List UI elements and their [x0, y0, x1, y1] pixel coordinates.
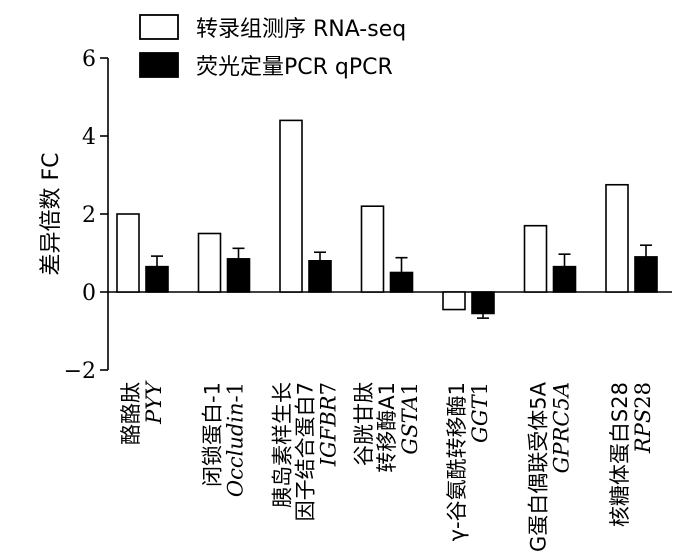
x-category-label: 胰岛素样生长 [271, 382, 295, 508]
legend-label-rnaseq: 转录组测序 RNA-seq [196, 17, 406, 42]
x-category-label: 因子结合蛋白7 [294, 382, 318, 521]
y-axis-label: 差异倍数 FC [39, 152, 64, 275]
bar-rnaseq [442, 291, 466, 311]
bar-qpcr [308, 259, 332, 293]
bar-rnaseq [197, 232, 222, 293]
y-tick-label: 4 [82, 125, 96, 150]
bar-rnaseq [360, 205, 385, 293]
bar-rnaseq [116, 213, 140, 293]
legend: 转录组测序 RNA-seq 荧光定量PCR qPCR [139, 14, 406, 80]
y-tick-label: −2 [64, 359, 96, 384]
legend-swatch-qpcr [139, 52, 179, 78]
bar-rnaseq [605, 183, 629, 293]
x-category-label: γ-谷氨酰转移酶1 [445, 382, 469, 541]
x-category-label: 闭锁蛋白-1 [201, 382, 225, 487]
x-category-label: GPRC5A [550, 382, 574, 473]
bar-qpcr [552, 265, 577, 293]
x-category-label: G蛋白偶联受体5A [527, 381, 551, 552]
bar-qpcr [634, 256, 658, 293]
x-category-label: Occludin-1 [224, 382, 248, 497]
y-tick-label: 2 [82, 203, 96, 228]
x-category-label: IGFBR7 [317, 382, 341, 467]
legend-label-qpcr: 荧光定量PCR qPCR [196, 55, 393, 80]
x-category-label: GSTA1 [398, 382, 422, 455]
x-category-label: RPS28 [631, 382, 655, 454]
x-category-label: GGT1 [468, 382, 492, 443]
bar-qpcr [389, 271, 414, 293]
bar-qpcr [145, 265, 169, 293]
bar-qpcr [226, 258, 251, 293]
legend-swatch-rnaseq [139, 14, 179, 40]
y-tick-label: 0 [82, 281, 96, 306]
x-category-label: 核糖体蛋白S28 [608, 382, 632, 527]
x-category-label: 转移酶A1 [375, 382, 399, 473]
x-category-label: 谷胱甘肽 [352, 382, 376, 466]
bar-qpcr [471, 291, 495, 315]
y-tick-label: 6 [82, 47, 96, 72]
bar-rnaseq [523, 224, 548, 293]
x-category-label: 酪酪肽 [119, 382, 143, 445]
x-category-label: PYY [142, 380, 166, 425]
bar-rnaseq [279, 119, 303, 293]
